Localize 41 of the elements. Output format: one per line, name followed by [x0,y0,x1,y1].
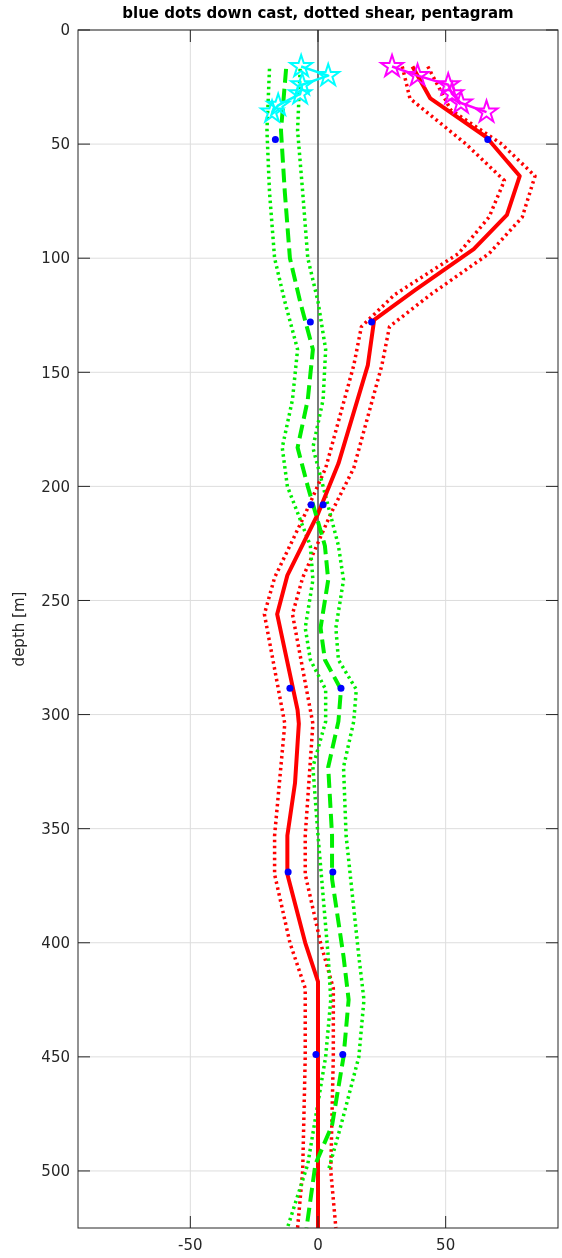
point [448,90,473,114]
point [378,51,406,79]
point [484,136,492,144]
x-tick-label: 50 [436,1236,456,1254]
y-tick-label: 450 [41,1048,70,1067]
point [337,684,345,692]
point [290,72,315,96]
point [288,81,313,105]
point [315,61,343,88]
y-tick-label: 50 [50,135,70,154]
x-tick-label: 0 [313,1236,323,1254]
point [436,70,463,97]
y-tick-label: 150 [41,363,70,382]
point [307,501,315,509]
y-tick-label: 500 [41,1162,70,1181]
y-tick-label: 300 [41,705,70,724]
point [405,63,430,86]
point [329,868,337,876]
point [286,684,294,692]
x-tick-label: -50 [178,1236,203,1254]
point [306,318,314,326]
chart-title: blue dots down cast, dotted shear, pentagram [122,4,514,22]
y-tick-label: 0 [60,21,70,40]
y-axis-title: depth [m] [10,591,28,667]
y-tick-label: 350 [41,819,70,838]
point [319,501,327,509]
y-tick-label: 200 [41,477,70,496]
point [368,318,376,326]
point [284,868,292,876]
point [312,1051,320,1059]
point [473,97,501,124]
point [440,81,465,105]
point [264,90,292,118]
point [258,97,286,124]
y-tick-label: 100 [41,249,70,268]
y-tick-label: 400 [41,934,70,953]
point [271,136,279,144]
line-series [265,67,333,1230]
point [289,53,314,77]
y-tick-label: 250 [41,591,70,610]
point [339,1051,347,1059]
